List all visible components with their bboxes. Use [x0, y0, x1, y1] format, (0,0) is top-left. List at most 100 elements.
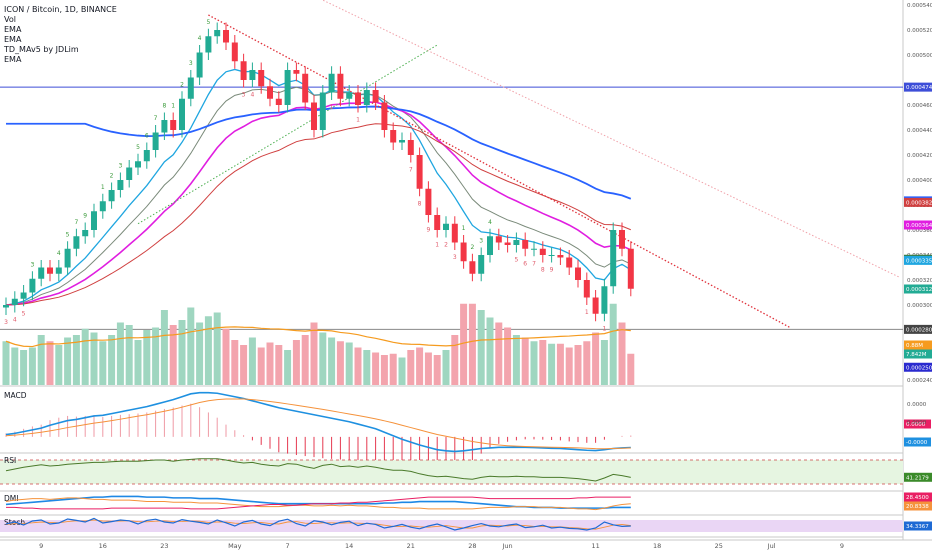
td-count-label: 1 [602, 325, 606, 332]
volume-bar [125, 325, 133, 385]
candle-body [355, 92, 361, 105]
time-axis-label: 18 [653, 542, 661, 550]
candle-body [231, 42, 238, 62]
volume-bar [143, 330, 151, 385]
time-axis-label: 23 [160, 542, 168, 550]
dmi-title: DMI [4, 494, 18, 503]
time-axis-label: 21 [407, 542, 415, 550]
td-count-label: 3 [30, 261, 34, 268]
td-count-label: 3 [189, 60, 193, 67]
price-value-badge [904, 255, 932, 265]
candle-body [469, 261, 476, 274]
candle-body [434, 215, 441, 230]
volume-bar [152, 327, 160, 385]
ema-magenta-line [5, 101, 632, 306]
volume-bar [196, 322, 204, 385]
td-count-label: 8 [162, 103, 166, 110]
candle-body [575, 267, 581, 280]
candle-body [91, 211, 97, 230]
price-value-badge [904, 362, 932, 372]
candle-body [346, 92, 353, 99]
td-count-label: 7 [409, 167, 413, 174]
td-count-label: 5 [136, 144, 140, 151]
volume-bar [583, 341, 591, 385]
candle-body [478, 255, 485, 274]
volume-value-badge [904, 349, 932, 359]
candle-body [47, 267, 53, 274]
volume-bar [55, 345, 63, 385]
volume-bar [618, 322, 626, 385]
volume-bar [213, 312, 221, 385]
volume-bar [354, 347, 362, 385]
candle-body [619, 230, 625, 249]
candle-body [601, 286, 608, 314]
candle-body [284, 70, 291, 105]
symbol-title: ICON / Bitcoin, 1D, BINANCE [4, 5, 117, 14]
macd-title: MACD [4, 391, 27, 400]
volume-bar [160, 310, 168, 385]
td-count-label: 9 [426, 227, 430, 234]
volume-bar [539, 340, 547, 385]
td-count-label: 3 [4, 319, 8, 326]
price-value-badge [904, 82, 932, 92]
td-count-label: 4 [13, 317, 17, 324]
candle-body [311, 102, 317, 130]
candle-body [610, 230, 617, 287]
td-count-label: 5 [66, 231, 70, 238]
price-value-label: 0.0002805 [906, 327, 932, 333]
volume-bar [11, 347, 19, 385]
downtrend-line-outer [321, 0, 901, 278]
candle-body [73, 236, 80, 249]
volume-bar [407, 350, 415, 385]
macd-tick-label: 0.0000 [907, 402, 927, 408]
volume-bar [477, 310, 485, 385]
candle-body [258, 70, 265, 87]
volume-bar [424, 352, 432, 385]
time-axis-label: May [228, 542, 242, 550]
volume-value-label: 7.842M [906, 352, 927, 358]
volume-bar [389, 353, 397, 385]
candle-body [381, 102, 388, 130]
macd-signal-line [5, 398, 631, 450]
candle-body [487, 236, 493, 255]
time-axis-label: Jun [502, 542, 513, 550]
volume-bar [372, 352, 380, 385]
rsi-title: RSI [4, 456, 16, 465]
candle-body [372, 90, 379, 103]
td-count-label: 8 [541, 267, 545, 274]
td-count-label: 3 [453, 254, 457, 261]
volume-bar [433, 355, 441, 385]
td-count-label: 4 [488, 219, 492, 226]
volume-bar [530, 341, 538, 385]
macd-value-badge [904, 437, 931, 447]
candle-body [592, 297, 599, 314]
volume-bar [345, 342, 353, 385]
chart-legend: ICON / Bitcoin, 1D, BINANCE Vol EMA EMA … [4, 5, 117, 65]
dmi-value-badge [904, 501, 932, 511]
volume-bar [134, 340, 142, 385]
volume-bar [495, 322, 503, 385]
td-count-label: 4 [198, 35, 202, 42]
volume-bar [222, 328, 230, 385]
macd-tick-label: 0.0000 [907, 420, 927, 426]
td-count-label: 1 [585, 309, 589, 316]
volume-bar [64, 337, 72, 385]
td-count-label: 9 [550, 267, 554, 274]
time-axis-label: 28 [468, 542, 476, 550]
td-count-label: 1 [330, 104, 334, 111]
td-count-label: 3 [479, 238, 483, 245]
candle-body [108, 190, 115, 202]
td-count-label: 1 [171, 103, 175, 110]
volume-bar [548, 343, 556, 385]
price-tick-label: 0.0002400 [907, 378, 932, 384]
candle-body [143, 150, 150, 162]
study-vol: Vol [4, 15, 16, 24]
volume-bar [512, 335, 520, 385]
time-axis-label: 11 [591, 542, 599, 550]
volume-bar [363, 350, 371, 385]
